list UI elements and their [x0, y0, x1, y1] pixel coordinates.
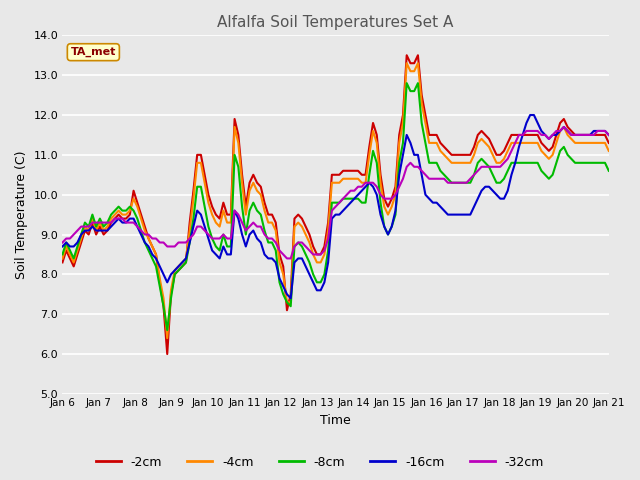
X-axis label: Time: Time	[320, 414, 351, 427]
Text: TA_met: TA_met	[70, 47, 116, 57]
Legend: -2cm, -4cm, -8cm, -16cm, -32cm: -2cm, -4cm, -8cm, -16cm, -32cm	[91, 451, 549, 474]
Title: Alfalfa Soil Temperatures Set A: Alfalfa Soil Temperatures Set A	[218, 15, 454, 30]
Y-axis label: Soil Temperature (C): Soil Temperature (C)	[15, 150, 28, 279]
